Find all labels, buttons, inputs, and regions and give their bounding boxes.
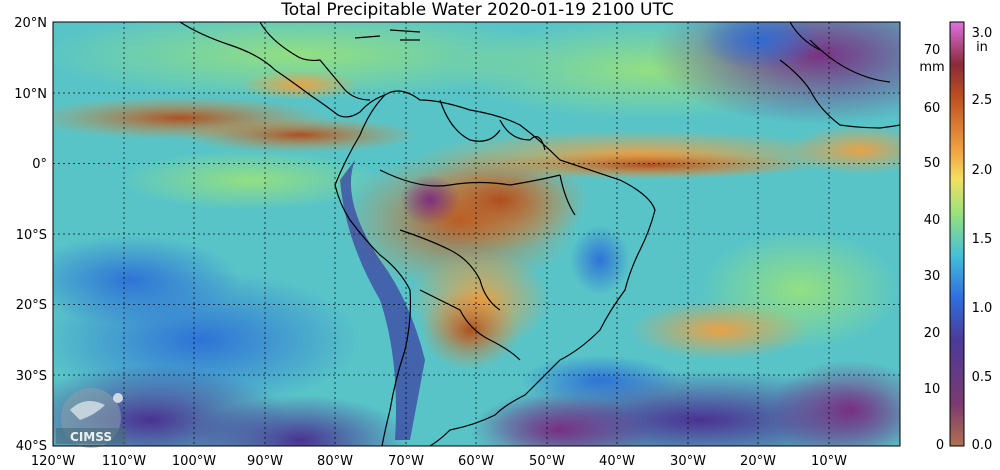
tpw-field <box>53 22 900 446</box>
colorbar-mm-tick: 0 <box>936 438 944 453</box>
lon-label: 10°W <box>811 454 847 469</box>
colorbar-mm-tick: 10 <box>924 382 941 397</box>
lon-label: 120°W <box>31 454 75 469</box>
colorbar-in-tick: 1.0 <box>972 301 993 316</box>
colorbar-mm-tick: 40 <box>924 213 941 228</box>
lat-label: 0° <box>32 157 47 172</box>
colorbar-mm-tick: 50 <box>924 156 941 171</box>
lon-label: 40°W <box>599 454 635 469</box>
colorbar-in-tick: 1.5 <box>972 232 993 247</box>
lon-label: 30°W <box>670 454 706 469</box>
colorbar-mm-tick: 30 <box>924 269 941 284</box>
latitude-labels: 20°N 10°N 0° 10°S 20°S 30°S 40°S <box>14 16 47 454</box>
lon-label: 60°W <box>458 454 494 469</box>
cimss-logo: CIMSS <box>56 388 126 448</box>
colorbar-scale <box>949 21 965 447</box>
lon-label: 20°W <box>740 454 776 469</box>
lon-label: 110°W <box>102 454 146 469</box>
map-frame <box>52 21 901 447</box>
colorbar-mm-tick: 20 <box>924 326 941 341</box>
graticule <box>53 22 900 446</box>
lat-label: 20°S <box>16 298 47 313</box>
colorbar-in-tick: 2.0 <box>972 163 993 178</box>
lon-label: 80°W <box>317 454 353 469</box>
lon-label: 70°W <box>388 454 424 469</box>
lon-label: 100°W <box>172 454 216 469</box>
map-title: Total Precipitable Water 2020-01-19 2100… <box>281 0 674 20</box>
colorbar: 70 mm 60 50 40 30 20 10 0 3.0 in 2.5 2.0… <box>919 21 993 453</box>
lat-label: 30°S <box>16 369 47 384</box>
colorbar-in-tick: 0.0 <box>972 438 993 453</box>
colorbar-in-tick: 0.5 <box>972 370 993 385</box>
colorbar-unit-in: in <box>976 40 988 55</box>
colorbar-unit-mm-value: 70 <box>924 43 941 58</box>
longitude-labels: 120°W 110°W 100°W 90°W 80°W 70°W 60°W 50… <box>31 454 847 469</box>
lat-label: 40°S <box>16 439 47 454</box>
coastlines <box>179 22 900 446</box>
lon-label: 90°W <box>247 454 283 469</box>
colorbar-in-tick: 3.0 <box>972 26 993 41</box>
lat-label: 10°S <box>16 228 47 243</box>
lon-label: 50°W <box>529 454 565 469</box>
colorbar-mm-tick: 60 <box>924 101 941 116</box>
logo-text: CIMSS <box>70 430 112 444</box>
colorbar-unit-mm: mm <box>919 60 944 75</box>
colorbar-in-tick: 2.5 <box>972 93 993 108</box>
lat-label: 10°N <box>14 87 47 102</box>
lat-label: 20°N <box>14 16 47 31</box>
